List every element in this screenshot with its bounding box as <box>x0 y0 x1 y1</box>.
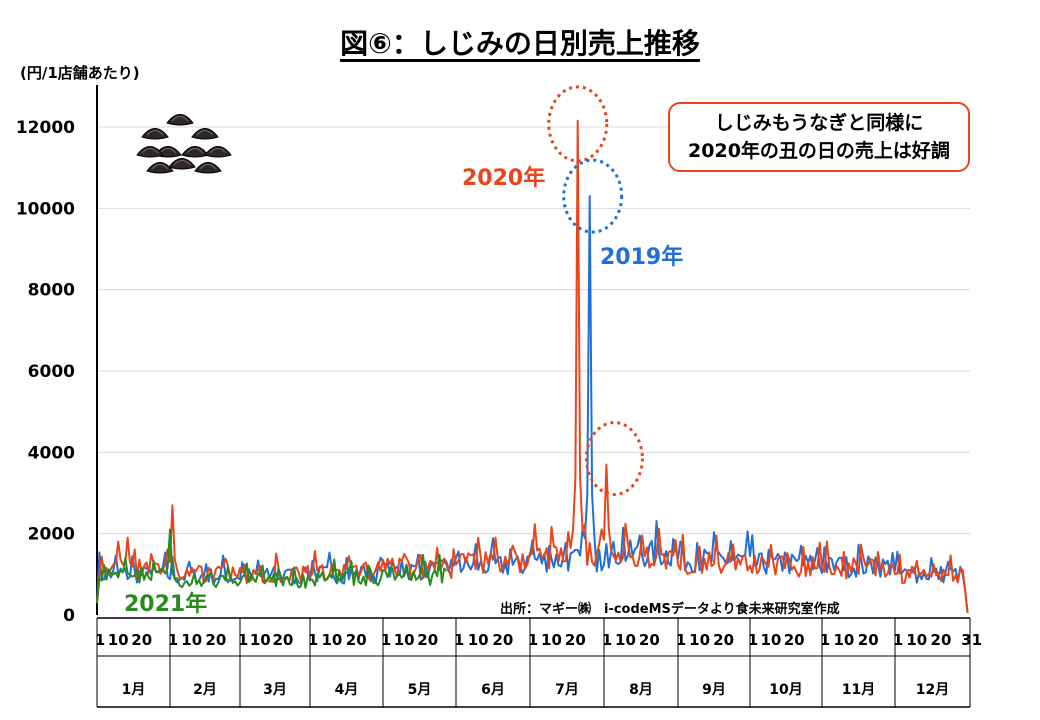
day-tick-label: 1 <box>676 631 686 649</box>
series-annotation-label: 2021年 <box>124 591 207 617</box>
clam-shell-icon <box>191 128 219 140</box>
series-lines <box>96 119 969 614</box>
day-tick-label: 10 <box>760 631 781 649</box>
day-tick-label: 10 <box>394 631 415 649</box>
day-tick-label: 20 <box>417 631 438 649</box>
month-label: 10月 <box>769 682 802 698</box>
callout-line-1: しじみもうなぎと同様に <box>714 112 924 134</box>
y-tick-label: 10000 <box>16 199 75 219</box>
y-axis: 0 2000 4000 6000 8000 10000 12000 <box>16 85 98 626</box>
day-tick-label: 10 <box>181 631 202 649</box>
clam-shell-icon <box>204 146 232 158</box>
day-tick-label: 10 <box>689 631 710 649</box>
day-tick-label: 1 <box>168 631 178 649</box>
day-tick-label: 20 <box>858 631 879 649</box>
clam-shell-icon <box>168 158 196 170</box>
clam-shell-icon <box>181 146 209 158</box>
day-tick-label: 10 <box>541 631 562 649</box>
day-tick-label: 1 <box>308 631 318 649</box>
month-label: 12月 <box>916 682 949 698</box>
day-tick-label: 10 <box>615 631 636 649</box>
day-tick-label: 20 <box>931 631 952 649</box>
series-line-2020年 <box>96 119 969 614</box>
day-tick-label: 1 <box>748 631 758 649</box>
day-tick-label: 1 <box>528 631 538 649</box>
y-tick-label: 2000 <box>28 525 75 545</box>
source-note: 出所：マギー㈱ i-codeMSデータより食未来研究室作成 <box>500 602 840 617</box>
day-tick-label: 10 <box>833 631 854 649</box>
day-tick-label: 10 <box>108 631 129 649</box>
series-line-2021年 <box>96 528 448 604</box>
day-tick-label: 10 <box>906 631 927 649</box>
month-label: 9月 <box>702 682 726 698</box>
day-tick-label: 20 <box>713 631 734 649</box>
day-tick-label: 1 <box>602 631 612 649</box>
day-tick-label: 20 <box>492 631 513 649</box>
callout-line-2: 2020年の丑の日の売上は好調 <box>688 140 950 162</box>
clam-shell-icon <box>194 162 222 174</box>
day-tick-label: 20 <box>131 631 152 649</box>
day-tick-label: 1 <box>238 631 248 649</box>
day-tick-label: 31 <box>961 631 982 649</box>
day-tick-label: 1 <box>820 631 830 649</box>
clam-shell-icon <box>146 162 174 174</box>
highlight-ellipse-2020-second <box>584 421 644 497</box>
day-tick-label: 1 <box>454 631 464 649</box>
y-tick-label: 0 <box>63 606 75 626</box>
series-annotation-label: 2019年 <box>600 244 683 270</box>
highlight-ellipse-2019-peak <box>562 158 624 234</box>
month-label: 6月 <box>481 682 505 698</box>
month-label: 1月 <box>122 682 146 698</box>
annotation-marks: 2020年 2019年 2021年 <box>124 85 683 617</box>
y-tick-label: 8000 <box>28 281 75 301</box>
day-tick-label: 20 <box>205 631 226 649</box>
day-tick-label: 10 <box>250 631 271 649</box>
y-tick-label: 4000 <box>28 443 75 463</box>
month-label: 11月 <box>842 682 875 698</box>
month-label: 2月 <box>193 682 217 698</box>
month-label: 4月 <box>335 682 359 698</box>
y-axis-unit: (円/1店舗あたり) <box>20 64 140 82</box>
month-label: 7月 <box>555 682 579 698</box>
day-tick-label: 20 <box>784 631 805 649</box>
series-annotation-label: 2020年 <box>462 165 545 191</box>
day-tick-label: 1 <box>893 631 903 649</box>
y-tick-label: 6000 <box>28 362 75 382</box>
day-tick-label: 20 <box>346 631 367 649</box>
month-label: 8月 <box>629 682 653 698</box>
day-tick-label: 20 <box>565 631 586 649</box>
shellfish-illustration <box>136 114 232 174</box>
day-tick-label: 1 <box>95 631 105 649</box>
highlight-ellipse-2020-peak <box>547 85 609 163</box>
callout-box: しじみもうなぎと同様に 2020年の丑の日の売上は好調 <box>668 102 970 172</box>
day-tick-label: 1 <box>381 631 391 649</box>
y-tick-label: 12000 <box>16 118 75 138</box>
month-label: 5月 <box>408 682 432 698</box>
clam-shell-icon <box>166 114 194 126</box>
clam-shell-icon <box>136 146 164 158</box>
day-tick-label: 10 <box>321 631 342 649</box>
chart-title: 図⑥：しじみの日別売上推移 <box>340 27 700 60</box>
day-tick-label: 20 <box>639 631 660 649</box>
month-label: 3月 <box>263 682 287 698</box>
day-tick-label: 10 <box>468 631 489 649</box>
series-line-2019年 <box>96 195 969 614</box>
day-tick-label: 20 <box>272 631 293 649</box>
clam-shell-icon <box>141 128 169 140</box>
